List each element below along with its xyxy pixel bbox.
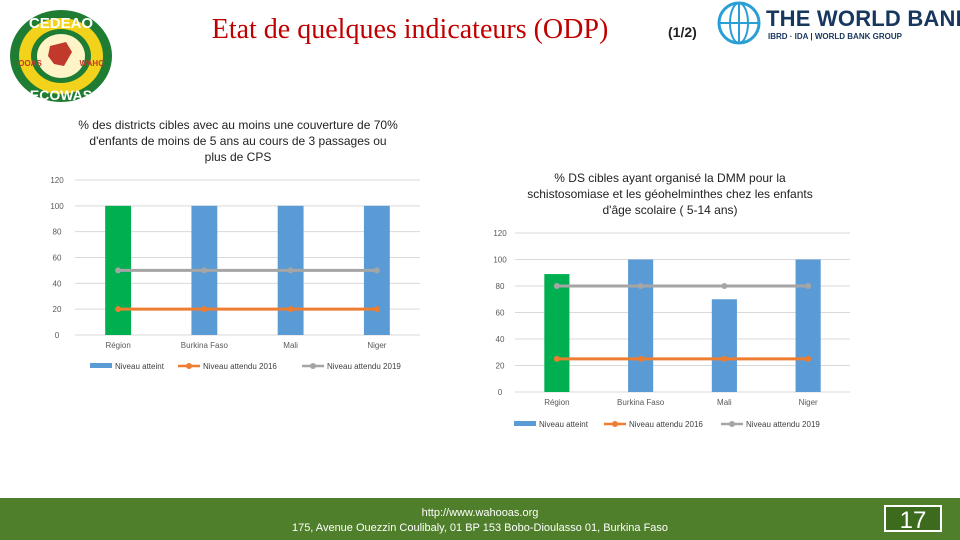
ecowas-left-text: OOAS — [18, 59, 42, 68]
c2-series-point — [805, 355, 812, 362]
c1-ytick-label: 0 — [55, 331, 60, 340]
c2-ytick-label: 60 — [496, 309, 505, 318]
slide-number: 17 — [884, 505, 942, 534]
c2-legend-swatch — [514, 421, 536, 426]
c2-series-point — [805, 283, 812, 289]
c2-legend-label: Niveau attendu 2016 — [629, 420, 703, 429]
c2-bar — [628, 259, 654, 392]
c1-series-point — [287, 267, 294, 274]
c2-series-point — [553, 283, 560, 289]
c1-series-point — [373, 306, 380, 313]
page-title: Etat de quelques indicateurs (ODP) — [211, 14, 609, 45]
worldbank-name: THE WORLD BANK — [766, 6, 960, 31]
c2-ytick-label: 0 — [498, 388, 503, 397]
c1-legend-label: Niveau atteint — [115, 362, 165, 371]
c1-xtick-label: Mali — [283, 341, 298, 350]
c2-legend-label: Niveau attendu 2019 — [746, 420, 820, 429]
c2-series-point — [553, 355, 560, 362]
c1-series-point — [115, 267, 122, 274]
c2-xtick-label: Mali — [717, 398, 732, 407]
c2-series-point — [637, 283, 644, 289]
chart1-title: % des districts cibles avec au moins une… — [78, 118, 398, 164]
c1-legend-label: Niveau attendu 2019 — [327, 362, 401, 371]
c1-ytick-label: 40 — [53, 279, 62, 288]
c2-ytick-label: 40 — [496, 335, 505, 344]
c2-series-point — [721, 283, 728, 289]
ecowas-top-text: CEDEAO — [29, 15, 94, 32]
c1-ytick-label: 80 — [53, 228, 62, 237]
c1-xtick-label: Région — [105, 341, 130, 350]
ecowas-bottom-text: ECOWAS — [30, 87, 92, 103]
c1-ytick-label: 60 — [53, 254, 62, 263]
c2-xtick-label: Burkina Faso — [617, 398, 665, 407]
c1-legend-marker — [186, 363, 192, 369]
c1-series-point — [201, 267, 208, 274]
c2-legend-marker — [612, 421, 618, 427]
c2-bar — [795, 259, 821, 392]
footer-url[interactable]: http://www.wahooas.org — [421, 507, 539, 519]
worldbank-sub: IBRD · IDA | WORLD BANK GROUP — [768, 32, 902, 41]
c2-series-point — [721, 355, 728, 362]
c1-series-point — [115, 306, 122, 313]
c2-legend-label: Niveau atteint — [539, 420, 589, 429]
c1-legend-swatch — [90, 363, 112, 368]
ecowas-logo: CEDEAO ECOWAS OOAS WAHO — [10, 10, 112, 103]
footer-bar — [0, 498, 960, 540]
page-fraction: (1/2) — [668, 24, 697, 40]
c2-bar — [544, 274, 570, 392]
c2-ytick-label: 20 — [496, 362, 505, 371]
footer-text: http://www.wahooas.org 175, Avenue Ouezz… — [240, 506, 720, 536]
worldbank-globe-icon — [717, 1, 761, 45]
c1-xtick-label: Burkina Faso — [181, 341, 229, 350]
c2-ytick-label: 100 — [493, 256, 507, 265]
c1-ytick-label: 120 — [50, 176, 64, 185]
c1-series-point — [287, 306, 294, 313]
c1-ytick-label: 100 — [50, 202, 64, 211]
c1-legend-marker — [310, 363, 316, 369]
c2-xtick-label: Région — [544, 398, 569, 407]
c1-ytick-label: 20 — [53, 305, 62, 314]
c1-xtick-label: Niger — [367, 341, 386, 350]
ecowas-right-text: WAHO — [80, 59, 105, 68]
c2-xtick-label: Niger — [799, 398, 818, 407]
c2-legend-marker — [729, 421, 735, 427]
c2-series-point — [637, 355, 644, 362]
c1-series-point — [373, 267, 380, 274]
chart2-title: % DS cibles ayant organisé la DMM pour l… — [527, 171, 813, 217]
c2-bar — [711, 299, 737, 392]
c2-ytick-label: 120 — [493, 229, 507, 238]
c1-series-point — [201, 306, 208, 313]
footer-address: 175, Avenue Ouezzin Coulibaly, 01 BP 153… — [291, 522, 669, 534]
c1-legend-label: Niveau attendu 2016 — [203, 362, 277, 371]
c2-ytick-label: 80 — [496, 282, 505, 291]
